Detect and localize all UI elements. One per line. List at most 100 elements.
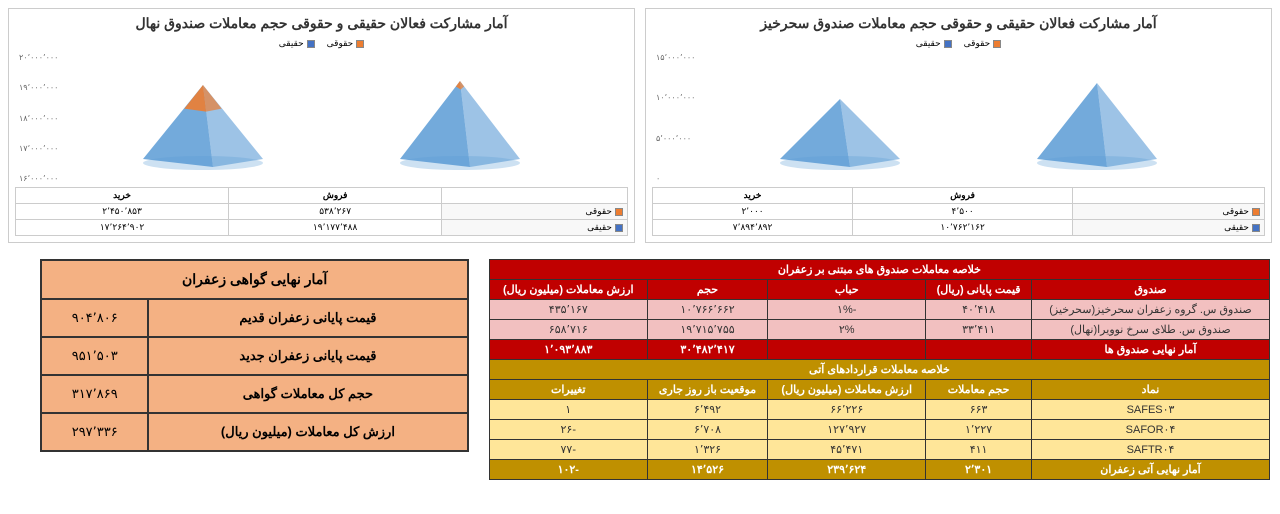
futures-cell: ۱ — [489, 400, 647, 420]
funds-header-cell: قیمت پایانی (ریال) — [926, 280, 1032, 300]
legend-item: حقیقی — [916, 38, 952, 49]
chart-panel-nahal: آمار مشارکت فعالان حقیقی و حقوقی حجم معا… — [8, 8, 635, 243]
futures-total-cell: -۱۰۲ — [489, 460, 647, 480]
pyramid-wrap — [738, 97, 943, 179]
series-name: حقیقی — [587, 222, 612, 232]
y-tick-label: ۲۰٬۰۰۰٬۰۰۰ — [19, 53, 58, 62]
legend-swatch — [944, 40, 952, 48]
series-name: حقوقی — [1222, 206, 1249, 216]
futures-data-row: SAFTR۰۴۴۱۱۴۵٬۴۷۱۱٬۳۲۶-۷۷ — [489, 440, 1269, 460]
futures-cell: ۱۲۷٬۹۲۷ — [768, 420, 926, 440]
series-row-label: حقوقی — [1073, 204, 1265, 220]
futures-cell: SAFOR۰۴ — [1032, 420, 1270, 440]
funds-title: خلاصه معاملات صندوق های مبتنی بر زعفران — [489, 260, 1269, 280]
series-name: حقیقی — [1224, 222, 1249, 232]
y-tick-label: ۱۹٬۰۰۰٬۰۰۰ — [19, 83, 58, 92]
series-swatch — [615, 208, 623, 216]
series-value-cell: ۵۳۸٬۲۶۷ — [229, 204, 442, 220]
pyramid-svg — [390, 79, 530, 179]
chart-title: آمار مشارکت فعالان حقیقی و حقوقی حجم معا… — [652, 15, 1265, 32]
funds-cell: ۲% — [768, 320, 926, 340]
funds-total-label: آمار نهایی صندوق ها — [1032, 340, 1270, 360]
funds-header-cell: حجم — [647, 280, 768, 300]
funds-total-cell — [768, 340, 926, 360]
futures-header-cell: حجم معاملات — [926, 380, 1032, 400]
pyramid-svg — [770, 97, 910, 179]
futures-cell: ۶٬۷۰۸ — [647, 420, 768, 440]
funds-header-cell: حباب — [768, 280, 926, 300]
y-tick-label: ۱۵٬۰۰۰٬۰۰۰ — [656, 53, 695, 62]
series-row-label: حقیقی — [1073, 220, 1265, 236]
y-tick-label: ۱۷٬۰۰۰٬۰۰۰ — [19, 144, 58, 153]
chart-legend: حقوقی حقیقی — [652, 38, 1265, 49]
legend-label: حقیقی — [916, 38, 941, 48]
funds-cell: ۴۰٬۴۱۸ — [926, 300, 1032, 320]
series-value-cell: ۲٬۰۰۰ — [653, 204, 853, 220]
chart-legend: حقوقی حقیقی — [15, 38, 628, 49]
blank-header — [442, 188, 628, 204]
futures-data-row: SAFES۰۳۶۶۳۶۶٬۲۲۶۶٬۴۹۲۱ — [489, 400, 1269, 420]
legend-label: حقوقی — [327, 38, 354, 48]
y-tick-label: ۱۶٬۰۰۰٬۰۰۰ — [19, 174, 58, 183]
legend-label: حقیقی — [279, 38, 304, 48]
legend-item: حقیقی — [279, 38, 315, 49]
funds-data-row: صندوق س. طلای سرخ نوویرا(نهال)۳۳٬۴۱۱۲%۱۹… — [489, 320, 1269, 340]
legend-item: حقوقی — [964, 38, 1002, 49]
funds-cell: صندوق س. گروه زعفران سحرخیز(سحرخیز) — [1032, 300, 1270, 320]
futures-header-cell: موقعیت باز روز جاری — [647, 380, 768, 400]
funds-cell: ۱۹٬۷۱۵٬۷۵۵ — [647, 320, 768, 340]
legend-item: حقوقی — [327, 38, 365, 49]
orange-row: ارزش کل معاملات (میلیون ریال)۲۹۷٬۳۳۶ — [41, 413, 467, 451]
series-value-cell: ۱۰٬۷۶۲٬۱۶۲ — [853, 220, 1073, 236]
funds-cell: ۱۰٬۷۶۶٬۶۶۲ — [647, 300, 768, 320]
futures-cell: ۴۱۱ — [926, 440, 1032, 460]
futures-cell: SAFES۰۳ — [1032, 400, 1270, 420]
orange-value-cell: ۳۱۷٬۸۶۹ — [41, 375, 148, 413]
y-tick-label: ۱۸٬۰۰۰٬۰۰۰ — [19, 114, 58, 123]
series-value-cell: ۴٬۵۰۰ — [853, 204, 1073, 220]
futures-total-cell: ۲٬۳۰۱ — [926, 460, 1032, 480]
orange-row: قیمت پایانی زعفران جدید۹۵۱٬۵۰۳ — [41, 337, 467, 375]
saffron-cert-table: آمار نهایی گواهی زعفران قیمت پایانی زعفر… — [40, 259, 468, 452]
series-swatch — [1252, 208, 1260, 216]
funds-cell: ۴۳۵٬۱۶۷ — [489, 300, 647, 320]
orange-row: قیمت پایانی زعفران قدیم۹۰۴٬۸۰۶ — [41, 299, 467, 337]
pyramids-container — [75, 57, 588, 179]
chart-panel-sahar: آمار مشارکت فعالان حقیقی و حقوقی حجم معا… — [645, 8, 1272, 243]
series-value-cell: ۷٬۸۹۴٬۸۹۲ — [653, 220, 853, 236]
futures-cell: ۴۵٬۴۷۱ — [768, 440, 926, 460]
futures-cell: ۶٬۴۹۲ — [647, 400, 768, 420]
pyramid-wrap — [357, 79, 562, 179]
chart-area: ۲۰٬۰۰۰٬۰۰۰ ۱۹٬۰۰۰٬۰۰۰ ۱۸٬۰۰۰٬۰۰۰ ۱۷٬۰۰۰٬۰۰۰… — [15, 53, 628, 183]
orange-value-cell: ۹۰۴٬۸۰۶ — [41, 299, 148, 337]
funds-header-cell: ارزش معاملات (میلیون ریال) — [489, 280, 647, 300]
category-header: خرید — [16, 188, 229, 204]
chart-title: آمار مشارکت فعالان حقیقی و حقوقی حجم معا… — [15, 15, 628, 32]
futures-header-cell: تغییرات — [489, 380, 647, 400]
series-value-cell: ۱۹٬۱۷۷٬۴۸۸ — [229, 220, 442, 236]
orange-label-cell: ارزش کل معاملات (میلیون ریال) — [148, 413, 468, 451]
funds-total-cell — [926, 340, 1032, 360]
series-value-cell: ۲٬۴۵۰٬۸۵۳ — [16, 204, 229, 220]
chart-area: ۱۵٬۰۰۰٬۰۰۰ ۱۰٬۰۰۰٬۰۰۰ ۵٬۰۰۰٬۰۰۰ ۰ — [652, 53, 1265, 183]
orange-title: آمار نهایی گواهی زعفران — [41, 260, 467, 299]
y-tick-label: ۵٬۰۰۰٬۰۰۰ — [656, 134, 695, 143]
pyramid-wrap — [994, 81, 1199, 179]
series-row-label: حقیقی — [442, 220, 628, 236]
y-tick-label: ۰ — [656, 174, 695, 183]
category-header: فروش — [229, 188, 442, 204]
orange-label-cell: حجم کل معاملات گواهی — [148, 375, 468, 413]
y-axis-labels: ۱۵٬۰۰۰٬۰۰۰ ۱۰٬۰۰۰٬۰۰۰ ۵٬۰۰۰٬۰۰۰ ۰ — [656, 53, 695, 183]
futures-data-row: SAFOR۰۴۱٬۲۲۷۱۲۷٬۹۲۷۶٬۷۰۸-۲۶ — [489, 420, 1269, 440]
futures-total-cell: ۱۴٬۵۲۶ — [647, 460, 768, 480]
orange-value-cell: ۲۹۷٬۳۳۶ — [41, 413, 148, 451]
y-tick-label: ۱۰٬۰۰۰٬۰۰۰ — [656, 93, 695, 102]
futures-cell: ۶۶٬۲۲۶ — [768, 400, 926, 420]
series-value-cell: ۱۷٬۲۶۴٬۹۰۲ — [16, 220, 229, 236]
futures-total-cell: ۲۳۹٬۶۲۴ — [768, 460, 926, 480]
chart-data-table: فروشخریدحقوقی۴٬۵۰۰۲٬۰۰۰حقیقی۱۰٬۷۶۲٬۱۶۲۷٬… — [652, 187, 1265, 236]
series-row-label: حقوقی — [442, 204, 628, 220]
orange-value-cell: ۹۵۱٬۵۰۳ — [41, 337, 148, 375]
futures-total-label: آمار نهایی آتی زعفران — [1032, 460, 1270, 480]
futures-cell: ۱٬۲۲۷ — [926, 420, 1032, 440]
